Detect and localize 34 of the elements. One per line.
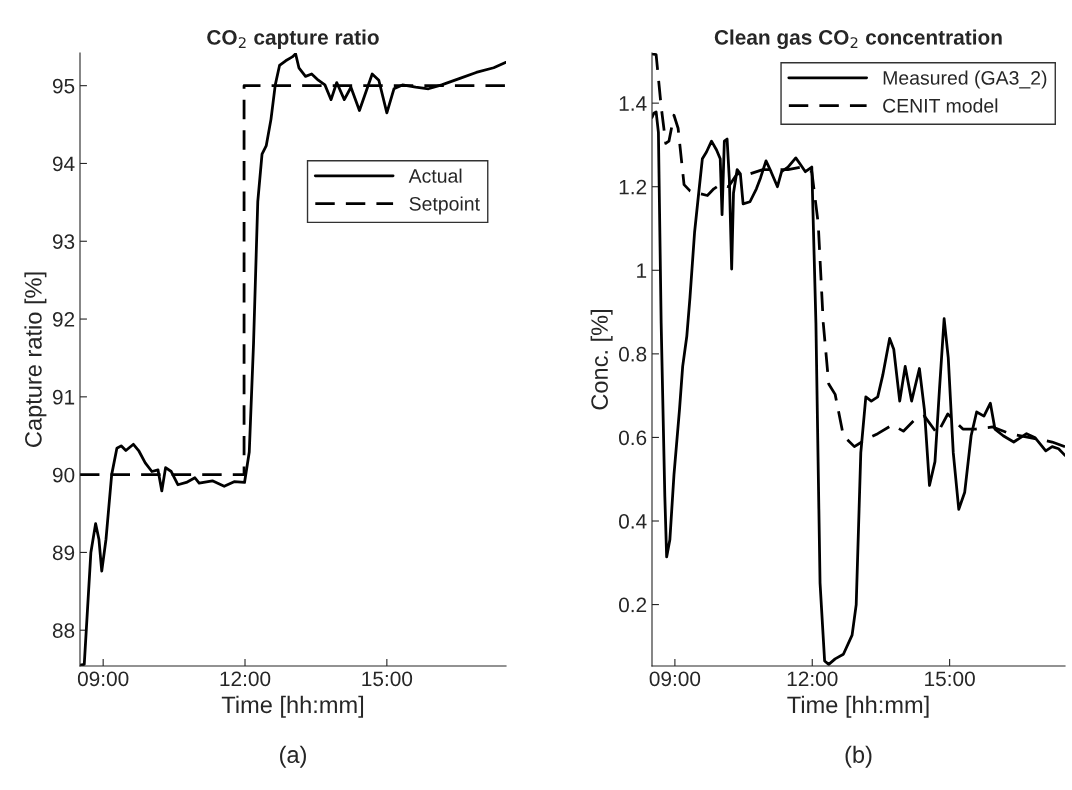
x-tick-label: 15:00 [925,671,975,687]
y-tick-label: 1 [637,263,647,278]
x-axis-title: Time [hh:mm] [221,695,364,718]
x-axis-title: Time [hh:mm] [787,695,929,718]
text: (b) [845,745,872,768]
text: (a) [280,745,306,768]
x-tick-label: 12:00 [220,671,271,687]
y-tick-label: 94 [52,156,75,172]
y-tick-label: 0.8 [618,346,647,362]
chart-title: Clean gas CO$_{2}$ concentration [714,29,1002,49]
x-tick-label: 09:00 [77,671,129,687]
x-tick-label: 15:00 [362,671,413,687]
legend-label: Actual [408,168,462,183]
y-tick-label: 0.6 [618,430,647,446]
x-tick-label: 12:00 [787,671,838,687]
y-axis-title: Capture ratio [%] [24,272,47,447]
y-tick-label: 1.4 [619,96,647,111]
y-tick-label: 0.2 [618,597,647,613]
y-tick-label: 93 [52,234,75,250]
y-tick-label: 0.4 [618,514,647,529]
y-tick-label: 1.2 [619,179,647,195]
line-series [80,53,506,666]
legend-label: CENIT model [883,98,998,113]
chart-title: CO$_{2}$ capture ratio [207,29,379,49]
y-tick-label: 92 [52,312,75,327]
y-tick-label: 90 [52,467,75,483]
y-tick-label: 91 [52,389,75,405]
y-tick-label: 88 [52,623,75,638]
y-tick-label: 95 [52,78,75,94]
legend-label: Measured (GA3_2) [883,70,1047,89]
y-axis-title: Conc. [%] [590,310,613,410]
legend-label: Setpoint [409,196,480,215]
x-tick-label: 09:00 [649,671,701,687]
y-tick-label: 89 [52,545,75,561]
